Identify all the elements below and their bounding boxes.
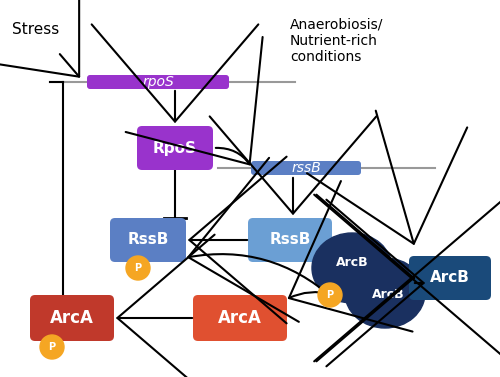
Text: ArcA: ArcA (50, 309, 94, 327)
Ellipse shape (312, 233, 392, 303)
Circle shape (318, 283, 342, 307)
FancyBboxPatch shape (251, 161, 361, 175)
FancyBboxPatch shape (30, 295, 114, 341)
Text: P: P (48, 342, 56, 352)
Text: RssB: RssB (270, 233, 310, 247)
Text: ArcB: ArcB (336, 256, 368, 268)
FancyBboxPatch shape (409, 256, 491, 300)
Text: P: P (134, 263, 141, 273)
FancyBboxPatch shape (87, 75, 229, 89)
Text: rssB: rssB (291, 161, 321, 175)
Circle shape (126, 256, 150, 280)
Text: Stress: Stress (12, 22, 60, 37)
Text: RssB: RssB (128, 233, 168, 247)
FancyBboxPatch shape (193, 295, 287, 341)
FancyBboxPatch shape (137, 126, 213, 170)
FancyBboxPatch shape (248, 218, 332, 262)
Circle shape (40, 335, 64, 359)
Text: ArcB: ArcB (430, 271, 470, 285)
Text: ArcA: ArcA (218, 309, 262, 327)
Text: rpoS: rpoS (142, 75, 174, 89)
Ellipse shape (345, 258, 425, 328)
Text: Anaerobiosis/
Nutrient-rich
conditions: Anaerobiosis/ Nutrient-rich conditions (290, 18, 384, 64)
Text: RpoS: RpoS (153, 141, 197, 155)
Text: P: P (326, 290, 334, 300)
FancyBboxPatch shape (110, 218, 186, 262)
Text: ArcB: ArcB (372, 288, 404, 302)
